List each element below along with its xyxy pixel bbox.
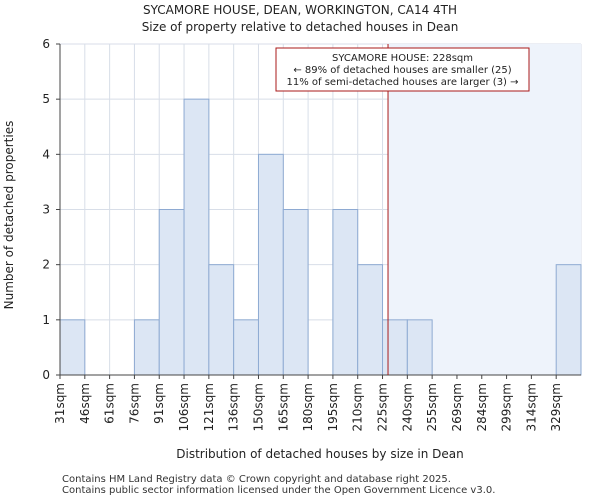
bar-329sqm — [555, 264, 582, 376]
chart-title: SYCAMORE HOUSE, DEAN, WORKINGTON, CA14 4… — [142, 3, 458, 17]
x-tick-label: 284sqm — [475, 383, 489, 431]
bar-106sqm — [183, 98, 210, 376]
bar-121sqm — [208, 264, 235, 376]
bar-150sqm — [257, 153, 284, 376]
y-axis-label: Number of detached properties — [2, 121, 16, 310]
bar-210sqm — [357, 264, 384, 376]
axis-layer: 0 1 2 3 4 5 6 31sqm 46sqm 61sqm 76sqm 91sqm 106sqm 12… — [42, 37, 581, 431]
bar-136sqm — [233, 319, 259, 376]
x-tick-label: 240sqm — [400, 383, 414, 431]
x-tick-label: 255sqm — [425, 383, 439, 431]
annotation-line: 11% of semi-detached houses are larger (… — [286, 77, 518, 88]
x-axis-label: Distribution of detached houses by size … — [176, 447, 463, 461]
y-tick-label: 5 — [42, 92, 50, 106]
x-tick-label: 225sqm — [376, 383, 390, 431]
x-tick-label: 329sqm — [549, 383, 563, 431]
y-tick-label: 0 — [42, 368, 50, 382]
x-tick-label: 269sqm — [450, 383, 464, 431]
x-tick-label: 121sqm — [202, 383, 216, 431]
x-tick-label: 76sqm — [127, 383, 141, 424]
x-tick-label: 180sqm — [301, 383, 315, 431]
x-tick-label: 46sqm — [78, 383, 92, 424]
bar-91sqm — [158, 209, 185, 376]
x-tick-label: 210sqm — [351, 383, 365, 431]
bar-31sqm — [59, 319, 86, 376]
x-tick-label: 195sqm — [326, 383, 340, 431]
y-tick-label: 1 — [42, 313, 50, 327]
y-tick-label: 3 — [42, 203, 50, 217]
x-tick-label: 106sqm — [177, 383, 191, 431]
bar-76sqm — [133, 319, 160, 376]
y-tick-label: 4 — [42, 147, 50, 161]
annotation-line: ← 89% of detached houses are smaller (25… — [293, 65, 511, 76]
bar-240sqm — [406, 319, 433, 376]
marker-layer: SYCAMORE HOUSE: 228sqm← 89% of detached … — [275, 44, 530, 375]
bar-195sqm — [332, 209, 359, 376]
x-tick-label: 314sqm — [524, 383, 538, 431]
x-tick-label: 299sqm — [500, 383, 514, 431]
x-tick-label: 61sqm — [103, 383, 117, 424]
footer-attribution-2: Contains public sector information licen… — [62, 485, 496, 496]
x-tick-label: 136sqm — [227, 383, 241, 431]
footer-attribution-1: Contains HM Land Registry data © Crown c… — [62, 474, 451, 485]
x-tick-label: 91sqm — [152, 383, 166, 424]
x-tick-label: 150sqm — [251, 383, 265, 431]
x-tick-label: 31sqm — [53, 383, 67, 424]
x-tick-label: 165sqm — [276, 383, 290, 431]
bar-165sqm — [282, 209, 309, 376]
y-tick-label: 6 — [42, 37, 50, 51]
annotation-box — [275, 47, 530, 92]
bar-layer — [59, 98, 582, 376]
bar-225sqm — [382, 319, 408, 376]
annotation-line: SYCAMORE HOUSE: 228sqm — [332, 53, 473, 64]
chart-subtitle: Size of property relative to detached ho… — [141, 20, 459, 34]
y-tick-label: 2 — [42, 258, 50, 272]
